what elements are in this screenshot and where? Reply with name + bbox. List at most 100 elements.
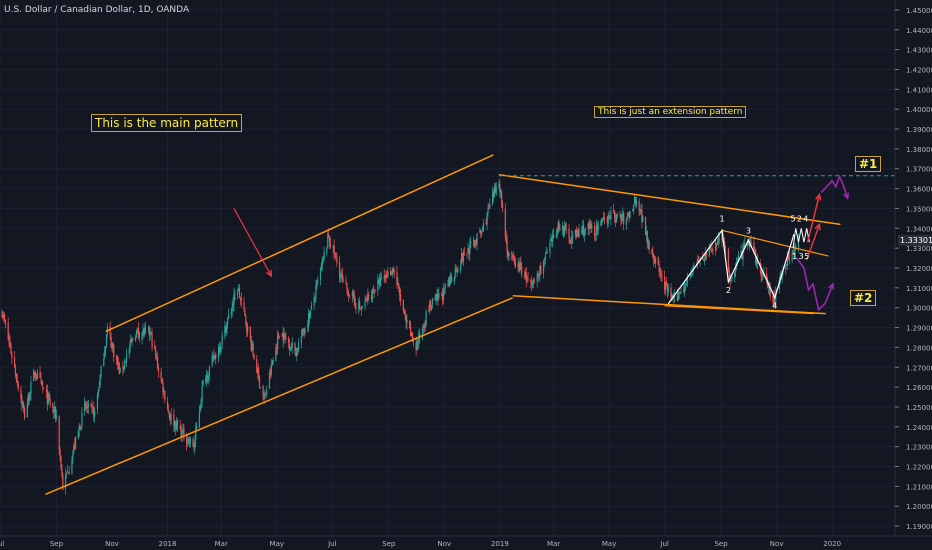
candle-body: [455, 269, 457, 272]
candle-body: [86, 407, 89, 408]
candle-body: [735, 267, 737, 272]
candle-body: [291, 342, 293, 348]
candle-body: [265, 394, 267, 395]
candle-body: [537, 273, 539, 276]
candle-body: [252, 343, 254, 355]
candle-body: [572, 234, 574, 238]
candle-body: [349, 296, 351, 298]
candle-body: [77, 430, 79, 438]
candle-body: [551, 237, 553, 241]
candle-body: [436, 293, 438, 297]
candle-body: [410, 332, 413, 337]
scenario-1-tag[interactable]: #1: [855, 156, 882, 172]
candle-body: [257, 367, 259, 374]
candle-body: [575, 229, 577, 236]
candle-body: [52, 404, 54, 409]
candle-body: [666, 283, 668, 293]
candle-body: [67, 472, 69, 474]
candle-body: [333, 245, 335, 256]
candle-body: [680, 292, 682, 294]
candle-body: [753, 242, 755, 249]
candle-body: [565, 229, 567, 231]
candle-body: [176, 420, 178, 430]
candle-body: [97, 389, 99, 395]
candle-body: [147, 327, 150, 329]
candle-body: [532, 280, 535, 282]
candle-body: [727, 248, 729, 271]
candle-body: [45, 389, 48, 392]
candle-body: [460, 264, 462, 271]
candle-body: [448, 277, 450, 287]
candle-body: [399, 287, 401, 296]
price-tick-label: 1.20000: [906, 503, 932, 511]
candle-body: [513, 257, 516, 261]
candle-body: [289, 348, 292, 351]
candle-body: [635, 200, 638, 206]
candle-body: [504, 208, 506, 237]
candle-body: [220, 345, 222, 347]
candle-body: [715, 244, 718, 246]
price-axis[interactable]: 1.45000 1.44000 1.43000 1.42000 1.41000 1.400…: [895, 7, 932, 531]
candle-body: [180, 427, 182, 438]
candle-body: [498, 184, 500, 188]
candle-body: [641, 209, 643, 222]
candle-body: [761, 272, 763, 276]
candle-body: [591, 225, 593, 229]
candle-body: [194, 439, 196, 449]
price-tick-label: 1.26000: [906, 384, 932, 392]
candle-body: [750, 241, 752, 243]
candle-body: [536, 274, 538, 281]
time-tick-label: Mar: [547, 540, 560, 548]
candle-body: [473, 241, 475, 246]
candle-body: [288, 338, 290, 343]
candle-body: [208, 366, 211, 376]
candle-body: [54, 406, 57, 419]
candle-body: [192, 438, 194, 447]
scenario-2-tag[interactable]: #2: [850, 290, 877, 306]
candle-body: [625, 217, 628, 225]
candle-body: [760, 268, 762, 277]
candle-body: [578, 229, 580, 237]
candle-body: [28, 393, 30, 401]
candle-body: [226, 323, 228, 334]
candle-body: [539, 265, 541, 277]
candle-body: [725, 249, 727, 251]
candle-body: [569, 239, 571, 243]
candle-body: [34, 373, 37, 377]
main-channel-lower-line: [45, 297, 513, 496]
candle-body: [639, 209, 641, 212]
price-tick-label: 1.28000: [906, 344, 932, 352]
candle-body: [450, 276, 452, 284]
candle-body: [543, 258, 546, 261]
candle-body: [788, 257, 790, 262]
chart-grid: [0, 0, 895, 536]
candle-body: [157, 367, 160, 372]
candle-body: [795, 245, 797, 249]
candle-body: [123, 366, 125, 370]
extension-pattern-note[interactable]: This is just an extension pattern: [594, 106, 747, 118]
candle-body: [708, 246, 710, 256]
candle-body: [110, 336, 112, 347]
main-pattern-note[interactable]: This is the main pattern: [91, 114, 243, 132]
candle-body: [322, 257, 324, 259]
time-tick-label: May: [270, 540, 284, 548]
candle-body: [479, 229, 481, 233]
candle-body: [653, 255, 655, 261]
candle-body: [74, 436, 77, 449]
candle-body: [290, 346, 292, 348]
candle-body: [16, 379, 18, 383]
candle-body: [368, 294, 370, 297]
candle-body: [162, 382, 164, 393]
candle-body: [424, 324, 426, 328]
time-axis[interactable]: Jul Sep Nov 2018 Mar May Jul Sep Nov 2019 Mar May Ju…: [0, 540, 841, 548]
candle-body: [317, 279, 319, 282]
candle-body: [562, 226, 565, 235]
candle-body: [665, 281, 668, 284]
candle-body: [517, 263, 519, 268]
candle-body: [227, 314, 230, 319]
candle-body: [23, 403, 25, 409]
candle-body: [731, 277, 733, 280]
candle-body: [81, 412, 83, 427]
